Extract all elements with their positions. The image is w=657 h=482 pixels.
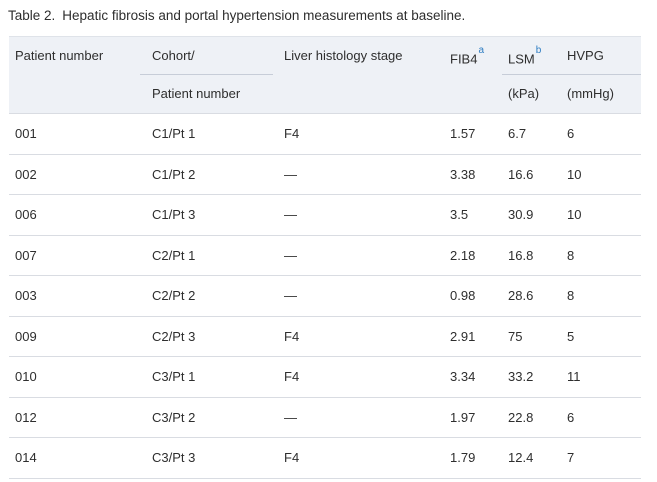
table-row: 012 C3/Pt 2—1.97 22.8 6 <box>9 397 641 438</box>
table-cell: 002 <box>9 154 140 195</box>
table-title: Table 2. Hepatic fibrosis and portal hype… <box>8 7 465 25</box>
col-header-label: FIB4a <box>450 45 498 67</box>
table-caption: Hepatic fibrosis and portal hypertension… <box>62 8 466 23</box>
table-cell: C3/Pt 1 <box>140 356 278 398</box>
col-header-patient-number: Patient number <box>9 36 140 114</box>
table-cell: — <box>278 194 444 236</box>
table-container: Patient number Cohort/ Patient number Li… <box>9 36 641 479</box>
table-cell: 10 <box>561 194 641 236</box>
footnote-ref-b[interactable]: b <box>535 45 542 56</box>
col-header-unit: (mmHg) <box>567 86 614 101</box>
col-header-label: Cohort/ <box>152 48 195 63</box>
table-body: 001 C1/Pt 1 F4 1.57 6.7 6 002 C1/Pt 2—3.38 16.6 1… <box>9 113 641 479</box>
table-row: 009 C2/Pt 3 F4 2.91 75 5 <box>9 316 641 357</box>
col-header-unit: (kPa) <box>508 86 540 101</box>
col-header-fib4: FIB4a <box>444 36 502 114</box>
table-row: 003 C2/Pt 2—0.98 28.6 8 <box>9 275 641 317</box>
table-label: Table 2. <box>8 8 56 23</box>
col-header-label: LSMb <box>508 45 557 67</box>
table-cell: C1/Pt 3 <box>140 194 278 236</box>
table-cell: 006 <box>9 194 140 236</box>
table-cell: 11 <box>561 356 641 398</box>
header-divider-line <box>561 74 641 75</box>
table-cell: 6 <box>561 397 641 438</box>
table-cell: F4 <box>278 437 444 479</box>
table-row: 007 C2/Pt 1—2.18 16.8 8 <box>9 235 641 276</box>
table-cell: — <box>278 275 444 317</box>
measurements-table: Patient number Cohort/ Patient number Li… <box>9 36 641 479</box>
table-cell: F4 <box>278 356 444 398</box>
table-cell: F4 <box>278 316 444 357</box>
footnote-ref-a[interactable]: a <box>478 45 485 56</box>
table-row: 006 C1/Pt 3—3.5 30.9 10 <box>9 194 641 236</box>
table-cell: 33.2 <box>502 356 561 398</box>
col-header-sublabel: Patient number <box>152 86 241 101</box>
table-cell: 6.7 <box>502 113 561 155</box>
table-cell: 001 <box>9 113 140 155</box>
table-cell: C3/Pt 2 <box>140 397 278 438</box>
table-cell: 0.98 <box>444 275 502 317</box>
table-cell: C2/Pt 1 <box>140 235 278 276</box>
table-cell: 009 <box>9 316 140 357</box>
table-cell: — <box>278 154 444 195</box>
table-cell: C1/Pt 1 <box>140 113 278 155</box>
table-cell: C2/Pt 2 <box>140 275 278 317</box>
table-cell: 22.8 <box>502 397 561 438</box>
col-header-text: FIB4 <box>450 51 478 67</box>
col-header-cohort-patient: Cohort/ Patient number <box>140 36 278 114</box>
col-header-label: Liver histology stage <box>284 48 403 63</box>
table-cell: 1.79 <box>444 437 502 479</box>
table-cell: 10 <box>561 154 641 195</box>
col-header-hvpg: HVPG (mmHg) <box>561 36 641 114</box>
table-cell: 16.8 <box>502 235 561 276</box>
table-header: Patient number Cohort/ Patient number Li… <box>9 36 641 114</box>
table-row: 014 C3/Pt 3 F4 1.79 12.4 7 <box>9 437 641 479</box>
header-row: Patient number Cohort/ Patient number Li… <box>9 36 641 114</box>
table-row: 002 C1/Pt 2—3.38 16.6 10 <box>9 154 641 195</box>
table-cell: 3.38 <box>444 154 502 195</box>
table-cell: 6 <box>561 113 641 155</box>
table-cell: 5 <box>561 316 641 357</box>
table-cell: 1.57 <box>444 113 502 155</box>
table-cell: 28.6 <box>502 275 561 317</box>
col-header-liver-histology: Liver histology stage <box>278 36 444 114</box>
table-cell: 7 <box>561 437 641 479</box>
table-cell: 75 <box>502 316 561 357</box>
table-row: 010 C3/Pt 1 F4 3.34 33.2 11 <box>9 356 641 398</box>
table-cell: 010 <box>9 356 140 398</box>
col-header-text: LSM <box>508 51 535 67</box>
table-cell: 012 <box>9 397 140 438</box>
table-cell: — <box>278 235 444 276</box>
header-divider-line <box>140 74 273 75</box>
table-cell: C3/Pt 3 <box>140 437 278 479</box>
table-cell: 007 <box>9 235 140 276</box>
table-cell: F4 <box>278 113 444 155</box>
col-header-label: HVPG <box>567 48 604 63</box>
col-header-lsm: LSMb (kPa) <box>502 36 561 114</box>
table-cell: 16.6 <box>502 154 561 195</box>
table-cell: 8 <box>561 275 641 317</box>
table-cell: — <box>278 397 444 438</box>
table-cell: 30.9 <box>502 194 561 236</box>
table-cell: 1.97 <box>444 397 502 438</box>
table-cell: 12.4 <box>502 437 561 479</box>
table-cell: C2/Pt 3 <box>140 316 278 357</box>
table-cell: 014 <box>9 437 140 479</box>
table-cell: 8 <box>561 235 641 276</box>
table-cell: 3.34 <box>444 356 502 398</box>
col-header-label: Patient number <box>15 48 104 63</box>
table-cell: C1/Pt 2 <box>140 154 278 195</box>
table-cell: 2.18 <box>444 235 502 276</box>
header-divider-line <box>502 74 561 75</box>
table-cell: 003 <box>9 275 140 317</box>
table-cell: 2.91 <box>444 316 502 357</box>
table-row: 001 C1/Pt 1 F4 1.57 6.7 6 <box>9 113 641 155</box>
table-cell: 3.5 <box>444 194 502 236</box>
